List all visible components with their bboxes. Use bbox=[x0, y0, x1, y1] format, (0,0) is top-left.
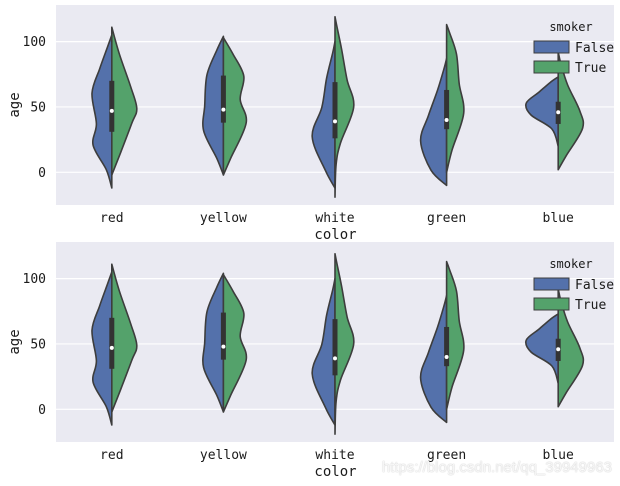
legend-swatch-true bbox=[533, 60, 570, 74]
violin-half-false bbox=[311, 277, 336, 426]
x-tick-label: yellow bbox=[200, 448, 247, 463]
box-iqr bbox=[109, 80, 115, 132]
y-tick-label: 50 bbox=[30, 100, 46, 115]
violin-half-false bbox=[202, 272, 225, 413]
y-axis-label: age bbox=[7, 92, 23, 117]
legend-title: smoker bbox=[549, 20, 592, 34]
median-marker bbox=[221, 107, 226, 112]
violin-half-true bbox=[111, 263, 138, 413]
violin-red bbox=[91, 263, 138, 426]
violin-half-true bbox=[334, 15, 355, 198]
box-iqr bbox=[332, 319, 338, 376]
chart-panel-2: 0 50 100 red yellow white green blue color age smo… bbox=[7, 242, 614, 480]
y-tick-label: 50 bbox=[30, 337, 46, 352]
violin-half-true bbox=[222, 36, 248, 176]
watermark: https://blog.csdn.net/qq_39949963 bbox=[381, 459, 612, 476]
violin-half-false bbox=[524, 76, 559, 147]
x-tick-label: yellow bbox=[200, 211, 247, 226]
y-tick-label: 100 bbox=[23, 35, 46, 50]
violin-half-false bbox=[202, 35, 225, 176]
box-iqr bbox=[444, 89, 450, 130]
violin-green bbox=[419, 23, 465, 187]
violin-yellow bbox=[202, 35, 248, 176]
legend-label-false: False bbox=[575, 278, 614, 293]
y-axis-label: age bbox=[7, 329, 23, 354]
y-tick-label: 0 bbox=[38, 403, 46, 418]
x-tick-label: red bbox=[100, 211, 123, 226]
x-tick-label: blue bbox=[543, 211, 574, 226]
median-marker bbox=[109, 108, 114, 113]
violin-half-true bbox=[111, 26, 138, 176]
violin-white bbox=[311, 252, 355, 435]
violin-half-true bbox=[445, 23, 465, 174]
x-tick-label: white bbox=[315, 448, 354, 463]
median-marker bbox=[333, 119, 337, 124]
box-iqr bbox=[220, 75, 226, 123]
x-tick-label: red bbox=[100, 448, 123, 463]
violin-half-false bbox=[91, 34, 113, 189]
x-axis-label: color bbox=[314, 227, 356, 243]
violin-half-true bbox=[222, 273, 248, 413]
median-marker bbox=[444, 118, 449, 123]
median-marker bbox=[221, 344, 226, 349]
violin-half-false bbox=[419, 57, 448, 187]
median-marker bbox=[109, 345, 114, 350]
legend-title: smoker bbox=[549, 257, 592, 271]
x-tick-label: blue bbox=[543, 448, 574, 463]
x-tick-label: green bbox=[427, 211, 466, 226]
box-iqr bbox=[220, 312, 226, 360]
violin-half-false bbox=[91, 271, 113, 426]
violin-half-false bbox=[524, 313, 559, 384]
box-iqr bbox=[332, 82, 338, 139]
violin-half-false bbox=[419, 294, 448, 424]
x-tick-label: white bbox=[315, 211, 354, 226]
violin-green bbox=[419, 260, 465, 424]
violin-half-false bbox=[311, 40, 336, 189]
median-marker bbox=[556, 347, 561, 352]
y-tick-label: 100 bbox=[23, 272, 46, 287]
violin-half-true bbox=[445, 260, 465, 411]
chart-panel-1: 0 50 100 red yellow white green blue color age smo… bbox=[7, 5, 614, 243]
legend-swatch-false bbox=[533, 277, 570, 291]
box-iqr bbox=[109, 317, 115, 369]
x-axis-label: color bbox=[314, 464, 356, 480]
violin-red bbox=[91, 26, 138, 189]
violin-blue bbox=[524, 288, 585, 408]
legend-swatch-true bbox=[533, 297, 570, 311]
legend-label-true: True bbox=[575, 298, 606, 313]
legend-label-true: True bbox=[575, 61, 606, 76]
legend-swatch-false bbox=[533, 40, 570, 54]
median-marker bbox=[556, 110, 561, 115]
median-marker bbox=[333, 356, 337, 361]
violin-half-true bbox=[334, 252, 355, 435]
median-marker bbox=[444, 355, 449, 360]
legend-label-false: False bbox=[575, 41, 614, 56]
violin-white bbox=[311, 15, 355, 198]
violin-yellow bbox=[202, 272, 248, 413]
y-tick-label: 0 bbox=[38, 166, 46, 181]
x-tick-label: green bbox=[427, 448, 466, 463]
box-iqr bbox=[444, 326, 450, 367]
